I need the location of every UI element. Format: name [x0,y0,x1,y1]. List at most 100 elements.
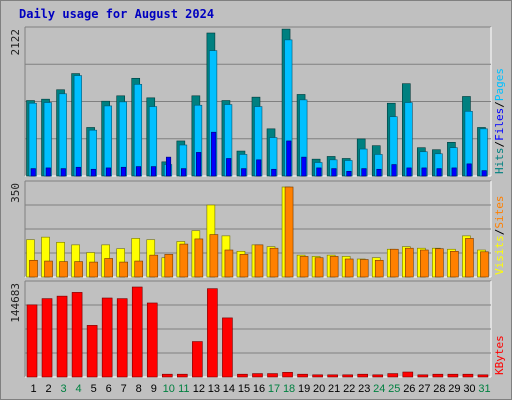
kbytes-bar-1 [26,304,38,378]
chart-title: Daily usage for August 2024 [19,7,215,21]
kbytes-bar-9 [146,302,158,378]
sites-bar-26 [405,247,414,278]
kbytes-bar-19 [297,373,308,378]
sites-bar-11 [179,243,189,278]
pages-bar-16 [256,159,262,177]
x-label-day-10: 10 [163,383,175,395]
pages-bar-1 [30,168,36,177]
kbytes-bar-8 [131,286,143,378]
legend-hits-0-0: Hits [493,148,506,175]
pages-bar-11 [181,168,187,177]
files-bar-7 [118,101,127,177]
sites-bar-24 [374,259,384,278]
x-label-day-29: 29 [448,383,460,395]
files-bar-2 [43,102,52,177]
kbytes-bar-17 [267,373,278,378]
kbytes-bar-25 [387,373,399,378]
kbytes-bar-26 [402,371,414,378]
kbytes-bar-2 [41,298,53,378]
pages-bar-21 [331,168,337,177]
x-label-day-5: 5 [91,383,97,395]
sites-bar-7 [119,261,128,278]
x-label-day-8: 8 [136,383,142,395]
pages-bar-8 [135,166,142,177]
sites-bar-13 [209,234,219,278]
legend-visits-1-0: Visits [493,235,506,275]
pages-bar-20 [316,167,322,177]
pages-bar-15 [241,168,247,177]
pages-bar-13 [211,131,217,177]
x-label-day-11: 11 [178,383,189,395]
files-bar-4 [73,75,82,177]
pages-bar-30 [466,163,472,177]
sites-bar-9 [149,254,159,278]
kbytes-bar-3 [56,295,68,378]
pages-bar-23 [361,168,367,177]
kbytes-bar-15 [237,373,248,378]
sites-bar-8 [134,260,144,278]
pages-bar-17 [271,168,277,177]
kbytes-bar-22 [342,374,353,378]
kbytes-bar-7 [116,298,128,378]
kbytes-bar-10 [161,373,173,378]
sites-bar-4 [74,261,83,278]
sites-bar-20 [314,257,324,278]
legend-slash-0-1: / [493,141,506,148]
x-label-day-21: 21 [328,383,340,395]
pages-bar-7 [120,166,126,177]
y-max-label-1: 350 [9,183,22,203]
x-label-day-23: 23 [358,383,370,395]
sites-bar-29 [450,250,459,278]
x-label-day-6: 6 [106,383,112,395]
kbytes-bar-14 [222,317,233,378]
pages-bar-10 [165,156,172,177]
kbytes-bar-16 [252,373,263,378]
sites-bar-17 [269,247,279,278]
x-label-day-18: 18 [283,383,295,395]
x-label-day-17: 17 [268,383,280,395]
kbytes-bar-11 [177,373,188,378]
pages-bar-22 [346,170,352,177]
sites-bar-12 [194,238,204,278]
sites-bar-30 [465,238,474,278]
right-legend-0: Hits/Files/Pages [493,68,506,174]
pages-bar-2 [45,167,51,177]
kbytes-bar-24 [372,374,384,378]
legend-pages-0-4: Pages [493,68,506,101]
pages-bar-14 [226,158,232,177]
pages-bar-25 [391,164,397,177]
pages-bar-9 [150,166,157,177]
kbytes-bar-5 [86,325,98,378]
kbytes-bar-29 [447,373,459,378]
sites-bar-31 [480,251,489,278]
sites-bar-14 [224,249,234,278]
kbytes-bar-20 [312,374,323,378]
x-label-day-26: 26 [403,383,415,395]
y-max-label-0: 2122 [9,29,22,56]
right-legend-2: KBytes [493,335,506,375]
kbytes-bar-27 [417,374,429,378]
x-label-day-1: 1 [30,383,36,395]
pages-bar-6 [105,167,111,177]
sites-bar-22 [344,258,354,278]
x-label-day-2: 2 [45,383,51,395]
x-label-day-28: 28 [433,383,445,395]
pages-bar-26 [406,167,412,177]
kbytes-bar-23 [357,373,369,378]
sites-bar-16 [254,244,264,278]
pages-bar-27 [421,167,427,177]
files-bar-1 [28,102,37,177]
x-label-day-15: 15 [238,383,250,395]
right-legend-1: Visits/Sites [493,196,506,276]
files-bar-8 [133,84,143,177]
sites-bar-1 [29,259,38,278]
x-label-day-30: 30 [463,383,475,395]
x-label-day-12: 12 [193,383,205,395]
kbytes-bar-21 [327,374,338,378]
kbytes-bar-13 [207,288,218,378]
x-label-day-27: 27 [418,383,430,395]
x-label-day-3: 3 [61,383,67,395]
pages-bar-3 [60,168,66,177]
sites-bar-21 [329,256,339,278]
sites-bar-2 [44,260,53,278]
